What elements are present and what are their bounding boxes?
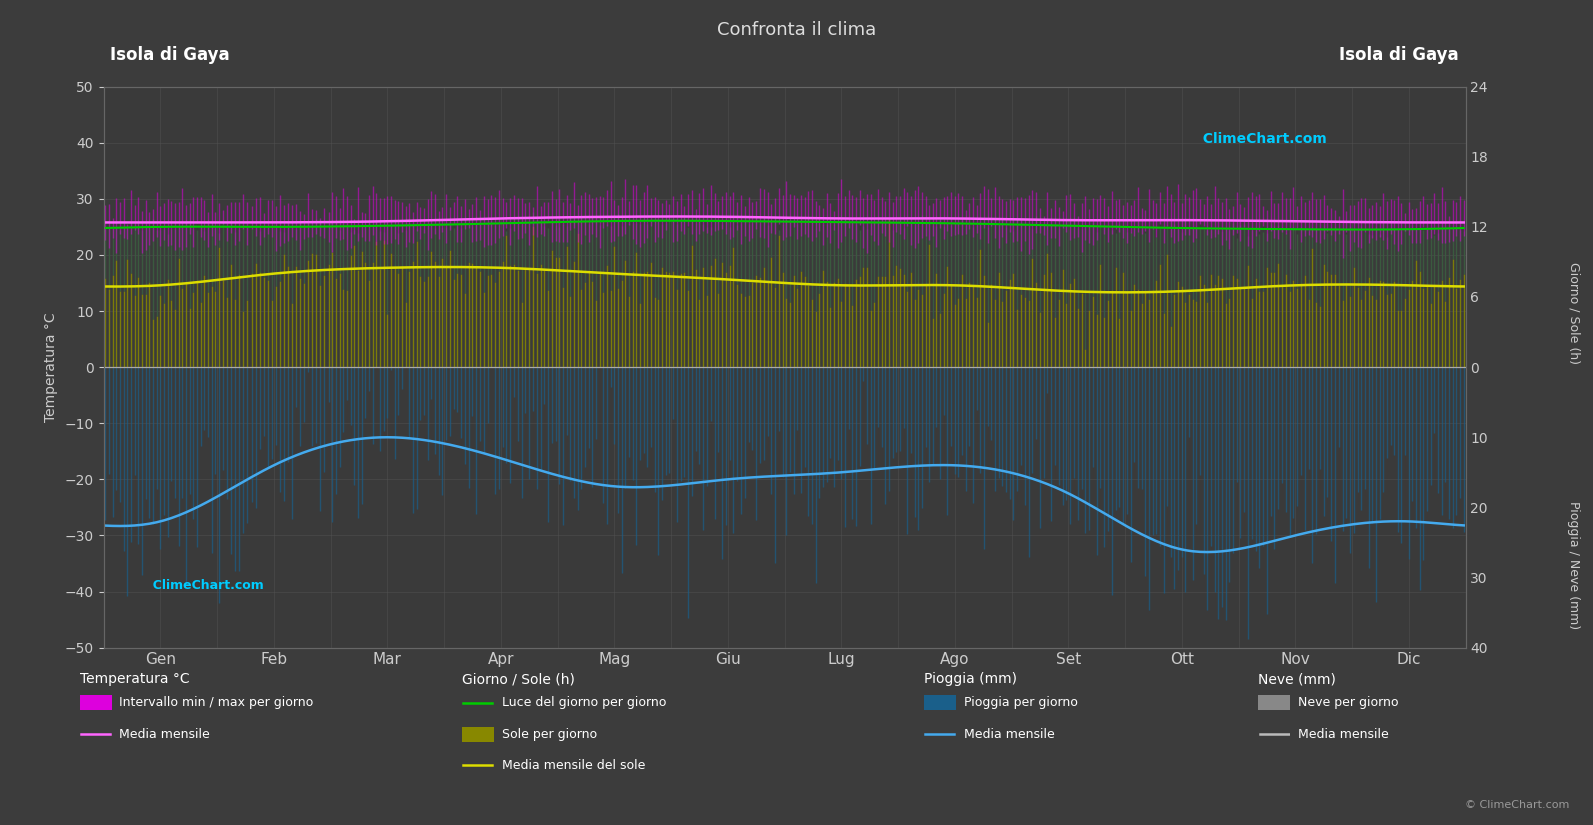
Text: Pioggia per giorno: Pioggia per giorno xyxy=(964,696,1077,710)
Text: Media mensile: Media mensile xyxy=(1298,728,1389,741)
Text: Giorno / Sole (h): Giorno / Sole (h) xyxy=(462,672,575,686)
Text: Media mensile del sole: Media mensile del sole xyxy=(502,759,645,772)
Text: © ClimeChart.com: © ClimeChart.com xyxy=(1464,800,1569,810)
Text: Temperatura °C: Temperatura °C xyxy=(80,672,190,686)
Text: Media mensile: Media mensile xyxy=(964,728,1055,741)
Text: Pioggia / Neve (mm): Pioggia / Neve (mm) xyxy=(1568,501,1580,629)
Text: Sole per giorno: Sole per giorno xyxy=(502,728,597,741)
Text: Neve per giorno: Neve per giorno xyxy=(1298,696,1399,710)
Text: Pioggia (mm): Pioggia (mm) xyxy=(924,672,1016,686)
Text: Giorno / Sole (h): Giorno / Sole (h) xyxy=(1568,262,1580,365)
Text: Confronta il clima: Confronta il clima xyxy=(717,21,876,39)
Text: ClimeChart.com: ClimeChart.com xyxy=(1193,131,1327,145)
Text: Isola di Gaya: Isola di Gaya xyxy=(1340,46,1459,64)
Text: Media mensile: Media mensile xyxy=(119,728,210,741)
Text: Isola di Gaya: Isola di Gaya xyxy=(110,46,229,64)
Y-axis label: Temperatura °C: Temperatura °C xyxy=(43,313,57,422)
Text: Neve (mm): Neve (mm) xyxy=(1258,672,1337,686)
Text: Intervallo min / max per giorno: Intervallo min / max per giorno xyxy=(119,696,314,710)
Text: Luce del giorno per giorno: Luce del giorno per giorno xyxy=(502,696,666,710)
Text: ClimeChart.com: ClimeChart.com xyxy=(145,578,264,592)
